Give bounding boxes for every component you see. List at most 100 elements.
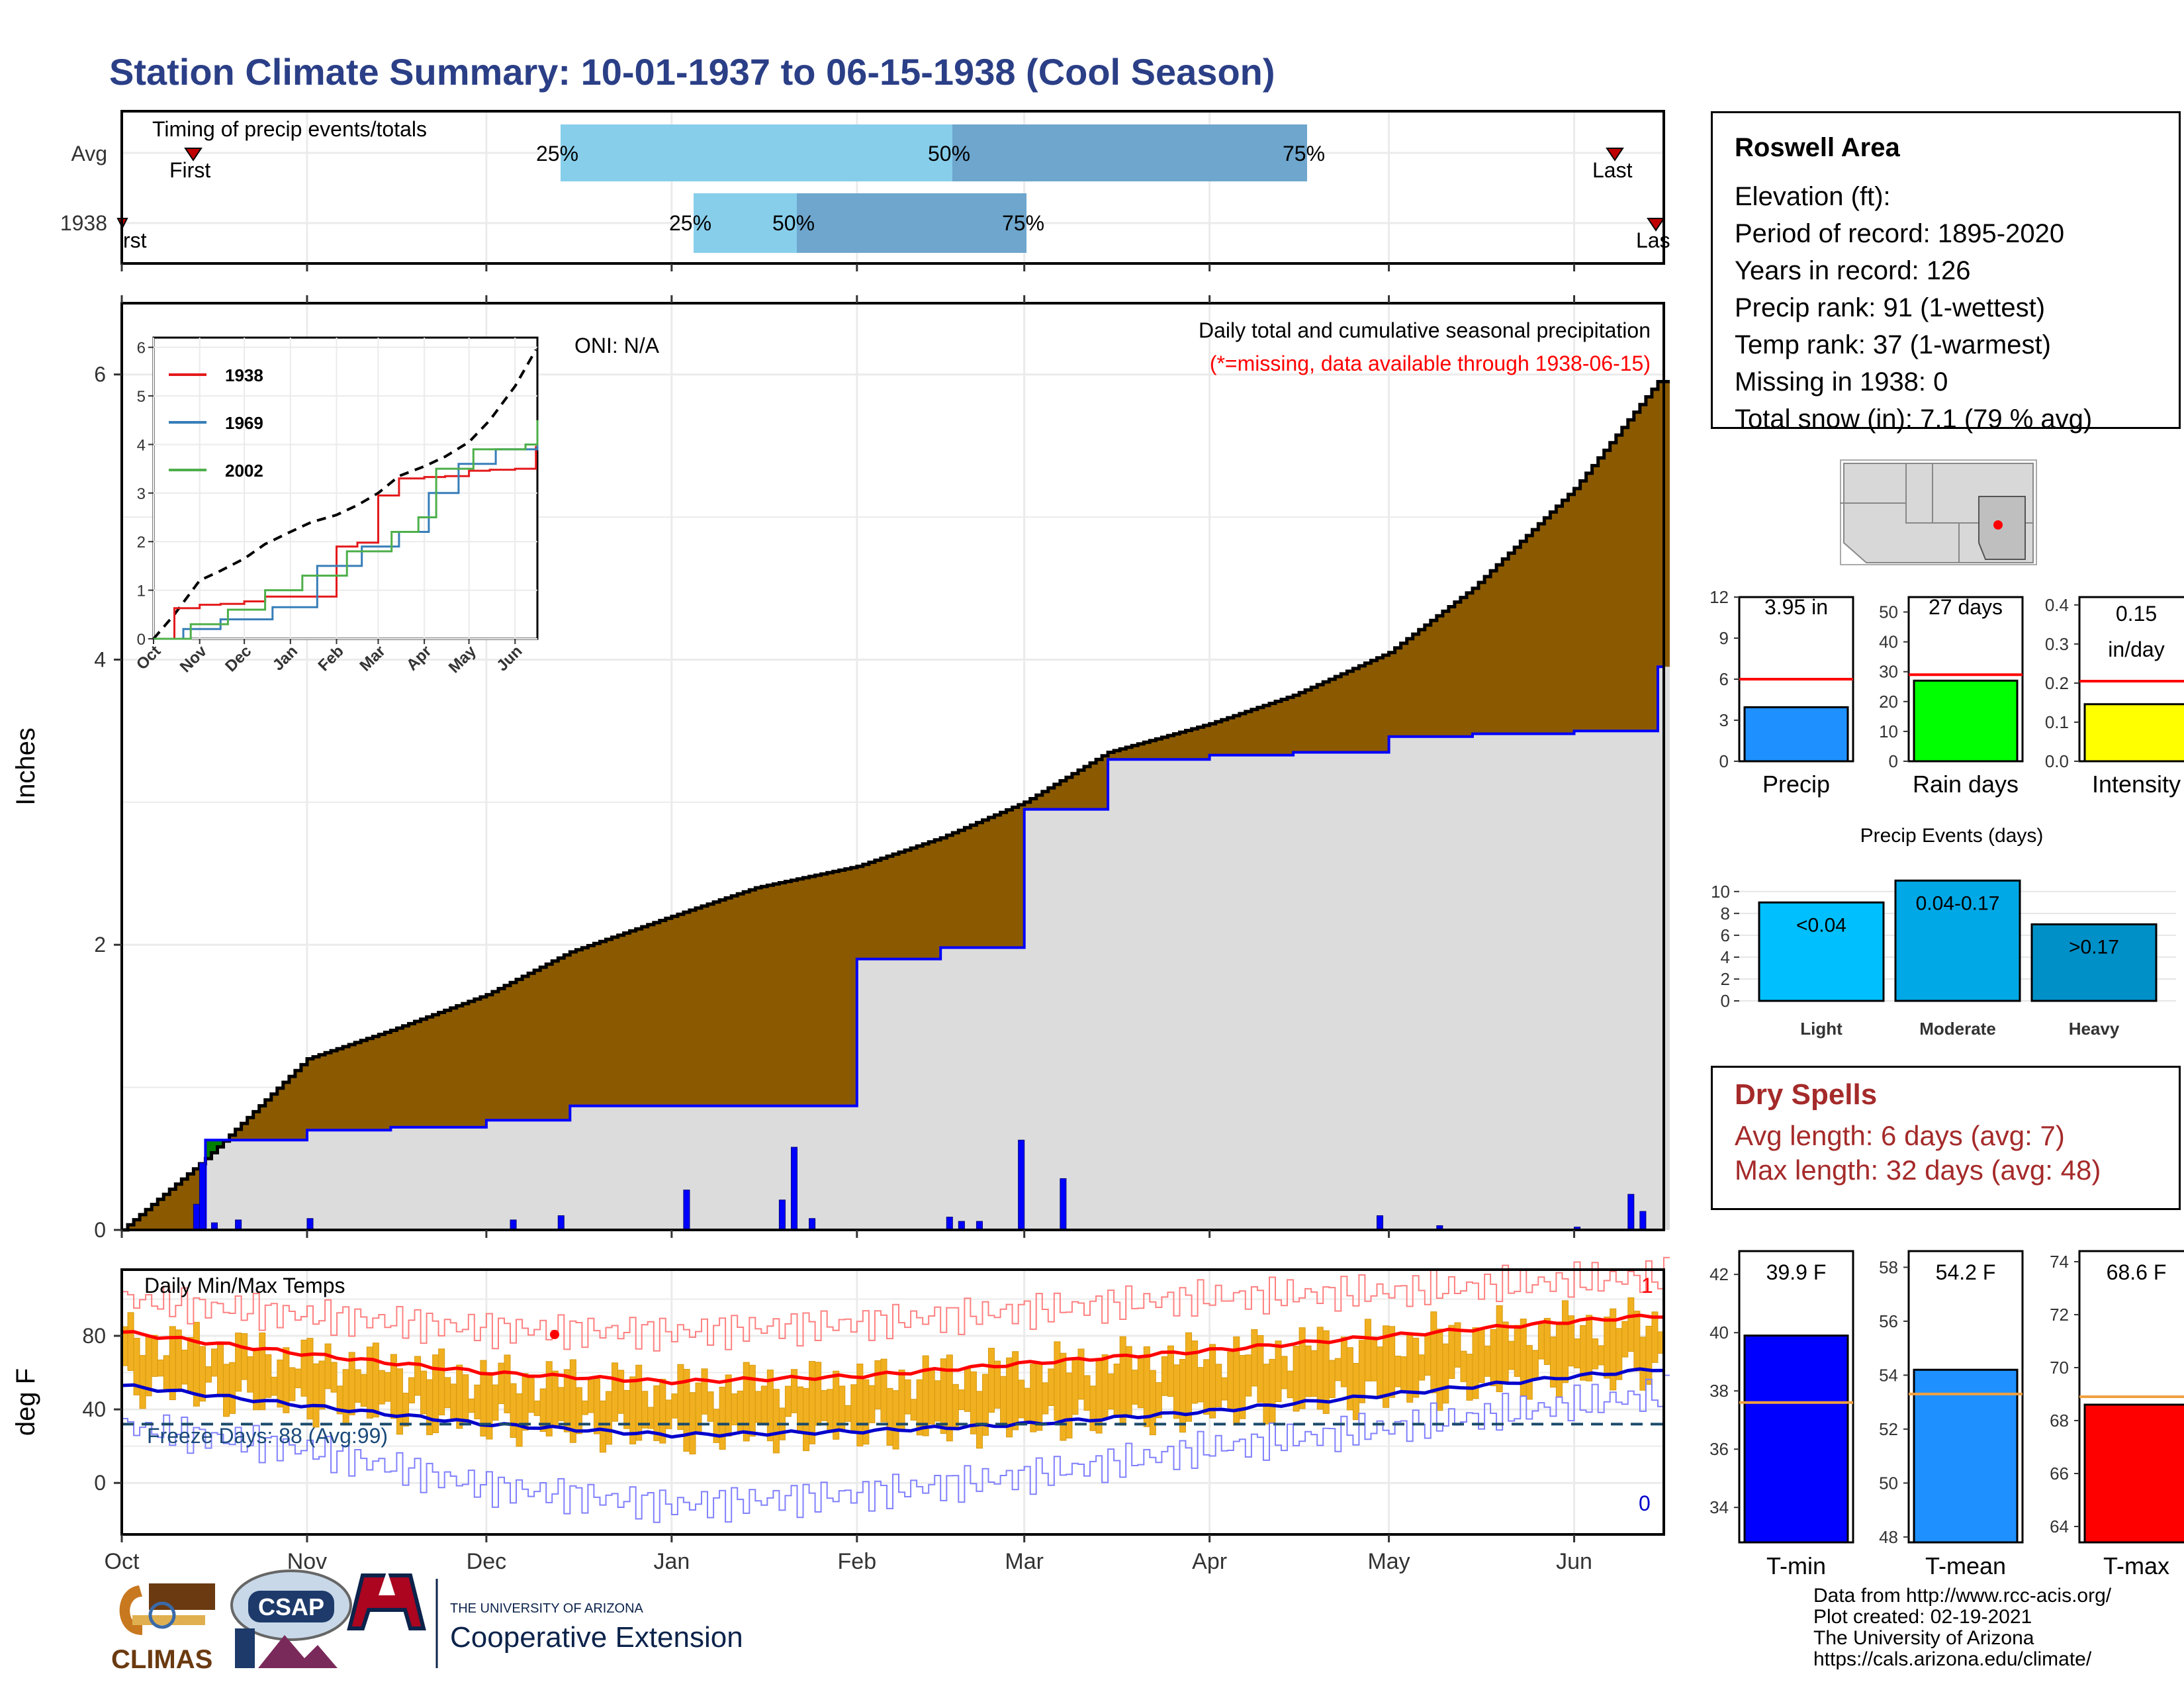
daily-temp-bar (976, 1391, 983, 1449)
temp-summary-value: 54.2 F (1936, 1260, 1996, 1284)
daily-temp-bar (199, 1346, 206, 1402)
daily-temp-bar (468, 1398, 475, 1413)
daily-temp-bar (713, 1409, 720, 1443)
daily-temp-bar (1191, 1340, 1199, 1404)
daily-temp-bar (1143, 1346, 1150, 1427)
daily-temp-bar (1221, 1377, 1228, 1401)
daily-temp-bar (1466, 1354, 1473, 1401)
mini-unit-intensity: in/day (2108, 637, 2164, 661)
daily-temp-bar (754, 1391, 762, 1423)
daily-temp-bar (1316, 1327, 1324, 1410)
record-min-line (122, 1374, 1670, 1523)
climas-logo (119, 1583, 215, 1635)
temp-title: Daily Min/Max Temps (144, 1274, 345, 1297)
daily-precip-bar (510, 1219, 517, 1231)
daily-temp-bar (671, 1393, 678, 1419)
average-min-line (121, 1367, 1664, 1439)
daily-temp-bar (247, 1356, 254, 1393)
daily-temp-bar (1251, 1329, 1258, 1387)
timing-1938-p25: 25% (669, 211, 711, 235)
daily-temp-bar (1137, 1358, 1144, 1409)
temp-x-tick-label: Feb (838, 1549, 877, 1574)
events-tick-label: 0 (1721, 991, 1730, 1011)
events-category-label: Light (1800, 1019, 1843, 1039)
temp-summary-tick-label: 36 (1709, 1439, 1729, 1459)
events-category-label: Heavy (2069, 1019, 2120, 1039)
daily-temp-bar (1639, 1336, 1647, 1391)
daily-temp-bar (289, 1367, 296, 1401)
daily-temp-bar (265, 1354, 272, 1398)
daily-temp-bar (259, 1332, 266, 1411)
mini-label-intensity: Intensity (2092, 771, 2181, 798)
inset-legend-label: 1969 (225, 413, 263, 433)
first-avg-marker (184, 148, 203, 162)
daily-temp-bar (223, 1364, 230, 1417)
temperature-summary-bars: 34 36 38 40 42 39.9 F T-min 48 50 52 54 56 58 54.2 F T… (1709, 1250, 2184, 1579)
daily-temp-bar (850, 1384, 858, 1431)
daily-temp-bar (1598, 1345, 1605, 1366)
inset-series-1969 (154, 442, 539, 640)
daily-temp-bar (450, 1383, 457, 1419)
last-avg-label: Last (1592, 158, 1633, 182)
daily-temp-bar (492, 1384, 499, 1421)
events-bar (1894, 879, 2021, 1002)
daily-temp-bar (1281, 1356, 1288, 1389)
daily-temp-bar (1042, 1382, 1049, 1415)
credit-data-source: Data from http://www.rcc-acis.org/ (1813, 1585, 2112, 1607)
daily-temp-bar (1502, 1321, 1509, 1382)
daily-temp-bar (1537, 1322, 1545, 1360)
daily-temp-bar (892, 1390, 899, 1450)
daily-temp-bar (151, 1335, 158, 1377)
daily-temp-bar (216, 1341, 224, 1395)
ua-extension: Cooperative Extension (450, 1621, 743, 1654)
daily-temp-bar (1060, 1352, 1067, 1441)
events-bar-label: >0.17 (2069, 936, 2119, 958)
daily-temp-bar (474, 1384, 481, 1420)
daily-temp-bar (402, 1392, 409, 1427)
credit-plot-date: Plot created: 02-19-2021 (1813, 1606, 2032, 1628)
daily-temp-bar (295, 1368, 302, 1389)
precip-panel: 0 2 4 6 Daily total and cumulative seasonal… (11, 263, 1670, 1242)
events-tick-label: 2 (1721, 969, 1730, 989)
daily-temp-bar (1531, 1350, 1539, 1380)
temp-summary-value: 68.6 F (2107, 1260, 2167, 1284)
temp-summary-tick-label: 74 (2050, 1252, 2069, 1272)
temp-summary-tick-label: 38 (1709, 1381, 1729, 1401)
daily-temp-bar (1209, 1344, 1216, 1419)
daily-temp-bar (587, 1380, 594, 1413)
daily-temp-bar (1066, 1372, 1073, 1438)
daily-temp-bar (1586, 1315, 1593, 1382)
daily-temp-bar (462, 1374, 469, 1423)
first-1938-label: rst (123, 228, 147, 252)
temp-rank: Temp rank: 37 (1-warmest) (1735, 330, 2051, 359)
daily-temp-bar (127, 1312, 134, 1372)
daily-temp-bar (599, 1400, 607, 1453)
daily-temp-bar (1592, 1338, 1599, 1370)
temp-x-tick-label: Mar (1005, 1549, 1044, 1574)
daily-temp-bar (1370, 1336, 1378, 1382)
daily-temp-bar (210, 1348, 218, 1377)
mini-tick-label: 10 (1879, 722, 1898, 741)
station-info-box: Roswell Area Elevation (ft): Period of r… (1711, 111, 2181, 434)
years-in-record: Years in record: 126 (1735, 256, 1971, 285)
daily-temp-bar (1442, 1343, 1449, 1404)
daily-temp-bar (1496, 1305, 1503, 1393)
temp-summary-label: T-min (1766, 1552, 1826, 1579)
daily-temp-bar (862, 1379, 870, 1445)
timing-panel-label: Timing of precip events/totals (152, 117, 427, 141)
temp-summary-tick-label: 40 (1709, 1323, 1729, 1342)
daily-temp-bar (617, 1370, 625, 1414)
inset-series-2002 (154, 420, 539, 640)
mini-tick-label: 12 (1709, 587, 1729, 607)
daily-precip-bar (790, 1147, 798, 1231)
daily-temp-bar (1179, 1359, 1187, 1433)
daily-temp-bar (1651, 1311, 1659, 1363)
temp-y-axis-label: deg F (11, 1368, 40, 1436)
daily-temp-bar (731, 1393, 738, 1426)
daily-temp-bar (360, 1374, 367, 1407)
timing-avg-p25: 25% (536, 142, 578, 165)
timing-avg-upper-bar (952, 124, 1307, 181)
